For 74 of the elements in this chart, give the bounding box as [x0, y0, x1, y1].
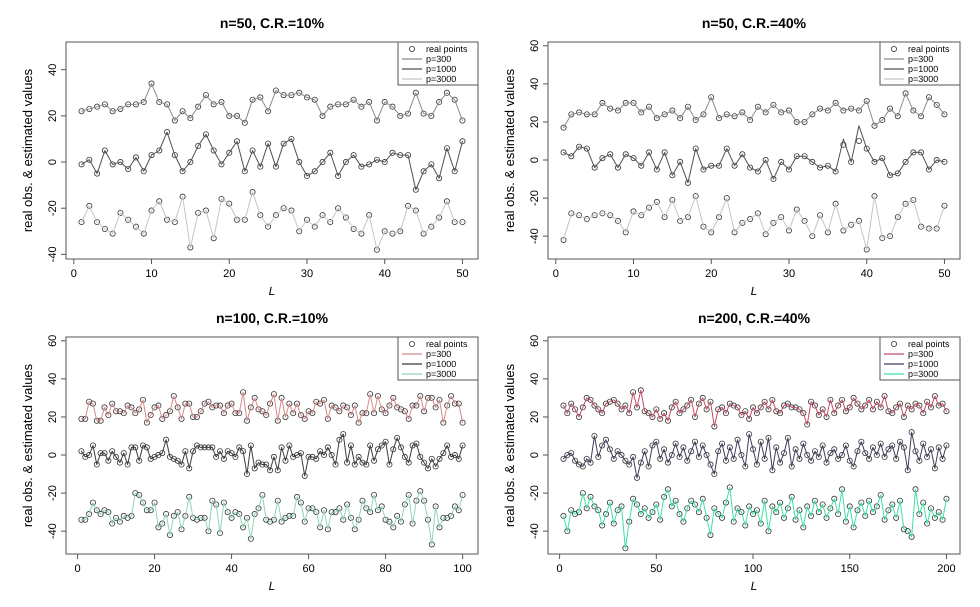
legend-label: real points	[908, 339, 950, 349]
x-tick-label: 30	[782, 268, 796, 280]
y-axis-title: real obs. & estimated values	[502, 363, 517, 528]
x-tick-label: 150	[840, 563, 859, 575]
legend-label: p=3000	[908, 369, 938, 379]
y-tick-label: -40	[47, 246, 59, 262]
x-tick-label: 30	[300, 268, 314, 280]
legend-label: p=300	[908, 54, 934, 64]
x-axis-title: L	[750, 579, 758, 593]
legend-label: p=1000	[426, 359, 456, 369]
y-tick-label: 20	[47, 410, 59, 424]
x-tick-label: 0	[556, 563, 563, 575]
y-tick-label: 60	[529, 334, 541, 347]
y-tick-label: 20	[529, 116, 541, 128]
x-axis-title: L	[750, 284, 758, 298]
y-tick-label: -20	[529, 485, 541, 502]
x-axis-title: L	[268, 579, 276, 593]
x-tick-label: 40	[860, 268, 873, 280]
x-tick-label: 20	[148, 563, 161, 575]
y-tick-label: 20	[47, 110, 59, 122]
chart-title: n=200, C.R.=40%	[698, 310, 811, 326]
y-tick-label: -20	[47, 200, 59, 216]
x-tick-label: 100	[744, 563, 762, 575]
y-axis-title: real obs. & estimated values	[20, 68, 35, 232]
legend-label: p=3000	[426, 74, 456, 84]
legend-label: p=1000	[908, 359, 938, 369]
x-tick-label: 50	[456, 268, 469, 280]
y-tick-label: 60	[529, 40, 541, 52]
legend-label: p=1000	[426, 64, 456, 74]
y-tick-label: 40	[47, 64, 59, 76]
x-tick-label: 60	[302, 563, 315, 575]
y-tick-label: 0	[529, 452, 541, 458]
y-tick-label: 0	[47, 158, 59, 166]
x-tick-label: 10	[627, 268, 640, 280]
y-tick-label: -40	[529, 523, 541, 540]
y-tick-label: 60	[47, 334, 59, 347]
legend-label: real points	[426, 339, 468, 349]
legend-label: real points	[426, 44, 468, 54]
chart-title: n=100, C.R.=10%	[216, 310, 329, 326]
y-tick-label: -40	[529, 228, 541, 244]
x-tick-label: 20	[705, 268, 718, 280]
legend-label: p=3000	[908, 74, 938, 84]
legend-label: p=300	[426, 349, 452, 359]
x-axis-title: L	[268, 284, 276, 298]
x-tick-label: 200	[937, 563, 956, 575]
y-tick-label: -20	[529, 190, 541, 206]
legend-label: p=3000	[426, 369, 456, 379]
chart-title: n=50, C.R.=40%	[702, 15, 807, 31]
x-tick-label: 40	[378, 268, 391, 280]
legend-label: real points	[908, 44, 950, 54]
y-tick-label: 20	[529, 410, 541, 424]
x-tick-label: 0	[552, 268, 559, 280]
x-tick-label: 100	[453, 563, 472, 575]
y-tick-label: 0	[47, 452, 59, 458]
x-tick-label: 50	[650, 563, 662, 575]
y-axis-title: real obs. & estimated values	[20, 363, 35, 528]
y-tick-label: 40	[47, 372, 59, 385]
x-tick-label: 20	[223, 268, 236, 280]
legend-label: p=300	[426, 54, 452, 64]
legend-label: p=1000	[908, 64, 938, 74]
y-tick-label: -40	[47, 523, 59, 540]
y-tick-label: 0	[529, 156, 541, 164]
y-tick-label: 40	[529, 372, 541, 385]
x-tick-label: 10	[145, 268, 158, 280]
legend-label: p=300	[908, 349, 934, 359]
y-tick-label: 40	[529, 78, 541, 90]
x-tick-label: 0	[70, 268, 77, 280]
x-tick-label: 50	[938, 268, 951, 280]
y-tick-label: -20	[47, 485, 59, 502]
x-tick-label: 0	[74, 563, 81, 575]
x-tick-label: 80	[379, 563, 392, 575]
chart-title: n=50, C.R.=10%	[220, 15, 325, 31]
x-tick-label: 40	[225, 563, 238, 575]
y-axis-title: real obs. & estimated values	[502, 68, 517, 232]
